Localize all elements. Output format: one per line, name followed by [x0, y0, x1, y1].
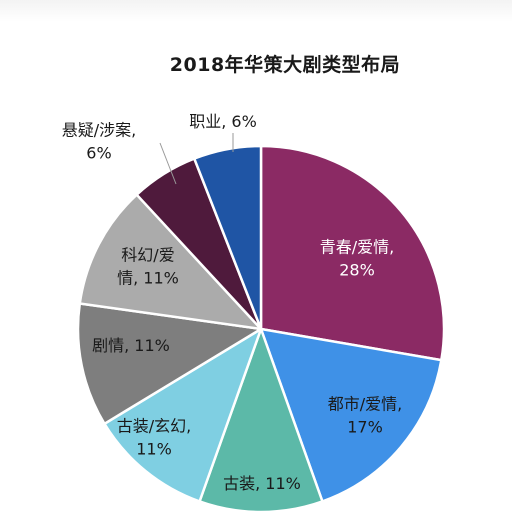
- slice-label-line: 剧情, 11%: [92, 336, 170, 355]
- leader-line-7: [159, 142, 177, 185]
- slice-label-line: 青春/爱情,: [320, 237, 394, 256]
- top-band: [0, 0, 512, 22]
- slice-label-2: 都市/爱情, 17%: [328, 394, 402, 436]
- leader-lines: [159, 133, 234, 185]
- slice-label-3: 古装, 11%: [223, 474, 301, 493]
- slice-label-4: 古装/玄幻, 11%: [117, 416, 191, 458]
- pie-slice-1: [259, 144, 446, 362]
- pie-slice-8: [193, 144, 263, 331]
- pie-slice-5: [76, 302, 263, 426]
- slice-label-line: 情, 11%: [117, 268, 179, 287]
- slice-label-line: 28%: [339, 260, 375, 279]
- slice-label-line: 17%: [347, 417, 383, 436]
- slice-labels: 青春/爱情, 28% 都市/爱情, 17% 古装, 11% 古装/玄幻, 11% 剧情, 11…: [62, 112, 402, 493]
- slice-label-line: 古装/玄幻,: [117, 416, 191, 435]
- slice-label-line: 都市/爱情,: [328, 394, 402, 413]
- slice-label-line: 悬疑/涉案,: [62, 120, 136, 139]
- slice-label-7: 悬疑/涉案, 6%: [62, 120, 136, 162]
- slice-label-line: 职业, 6%: [189, 112, 257, 131]
- chart-title: 2018年华策大剧类型布局: [169, 54, 401, 76]
- pie-slice-2: [259, 327, 443, 503]
- slice-label-6: 科幻/爱情, 11%: [117, 245, 179, 287]
- slice-label-line: 古装, 11%: [223, 474, 301, 493]
- slice-label-1: 青春/爱情, 28%: [320, 237, 394, 279]
- slice-label-8: 职业, 6%: [189, 112, 257, 131]
- slice-label-5: 剧情, 11%: [92, 336, 170, 355]
- slice-label-line: 6%: [86, 143, 111, 162]
- slice-label-line: 科幻/爱: [121, 245, 174, 264]
- pie-slice-4: [103, 327, 263, 503]
- slice-label-line: 11%: [136, 439, 172, 458]
- pie-slices: [76, 144, 446, 512]
- pie-slice-6: [78, 193, 263, 331]
